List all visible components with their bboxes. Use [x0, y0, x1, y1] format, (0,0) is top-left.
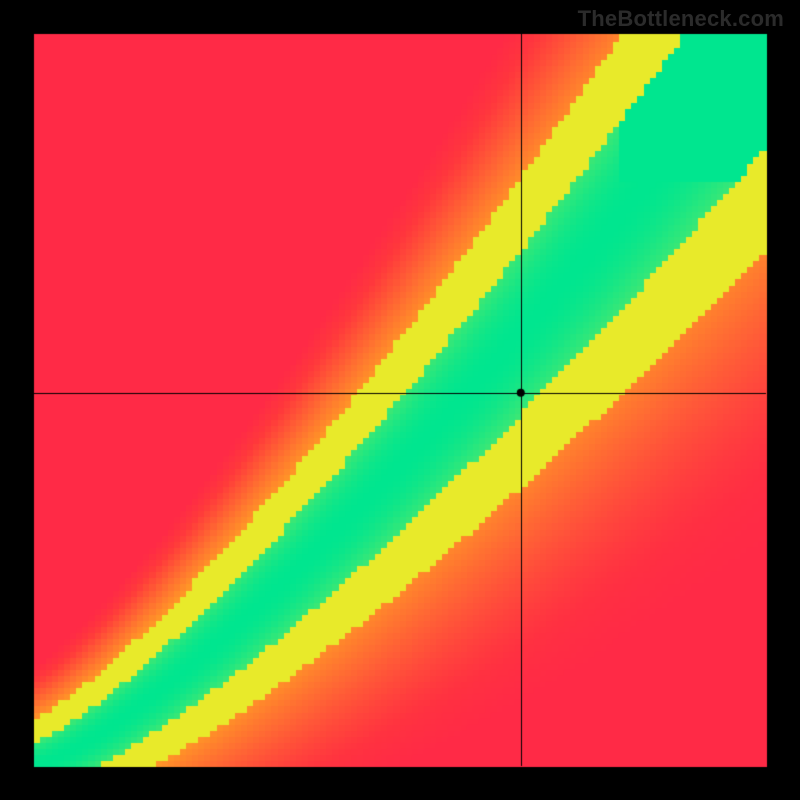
- bottleneck-heatmap: [0, 0, 800, 800]
- chart-container: TheBottleneck.com: [0, 0, 800, 800]
- watermark-label: TheBottleneck.com: [578, 6, 784, 32]
